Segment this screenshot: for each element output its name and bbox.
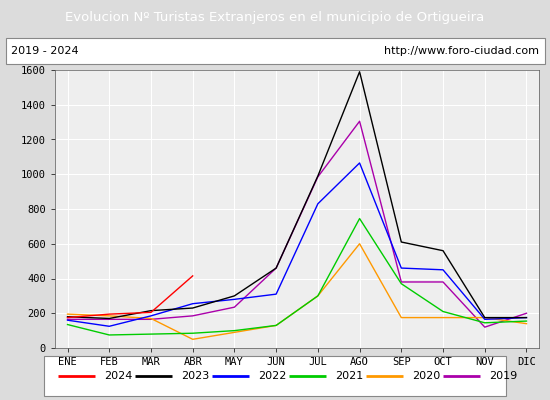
FancyBboxPatch shape	[6, 38, 544, 64]
Text: 2023: 2023	[181, 371, 210, 381]
Text: 2021: 2021	[335, 371, 364, 381]
Text: Evolucion Nº Turistas Extranjeros en el municipio de Ortigueira: Evolucion Nº Turistas Extranjeros en el …	[65, 12, 485, 24]
Text: 2020: 2020	[412, 371, 441, 381]
Text: 2024: 2024	[104, 371, 133, 381]
Text: 2019: 2019	[489, 371, 518, 381]
Text: 2022: 2022	[258, 371, 287, 381]
Text: http://www.foro-ciudad.com: http://www.foro-ciudad.com	[384, 46, 539, 56]
FancyBboxPatch shape	[44, 356, 506, 396]
Text: 2019 - 2024: 2019 - 2024	[11, 46, 79, 56]
